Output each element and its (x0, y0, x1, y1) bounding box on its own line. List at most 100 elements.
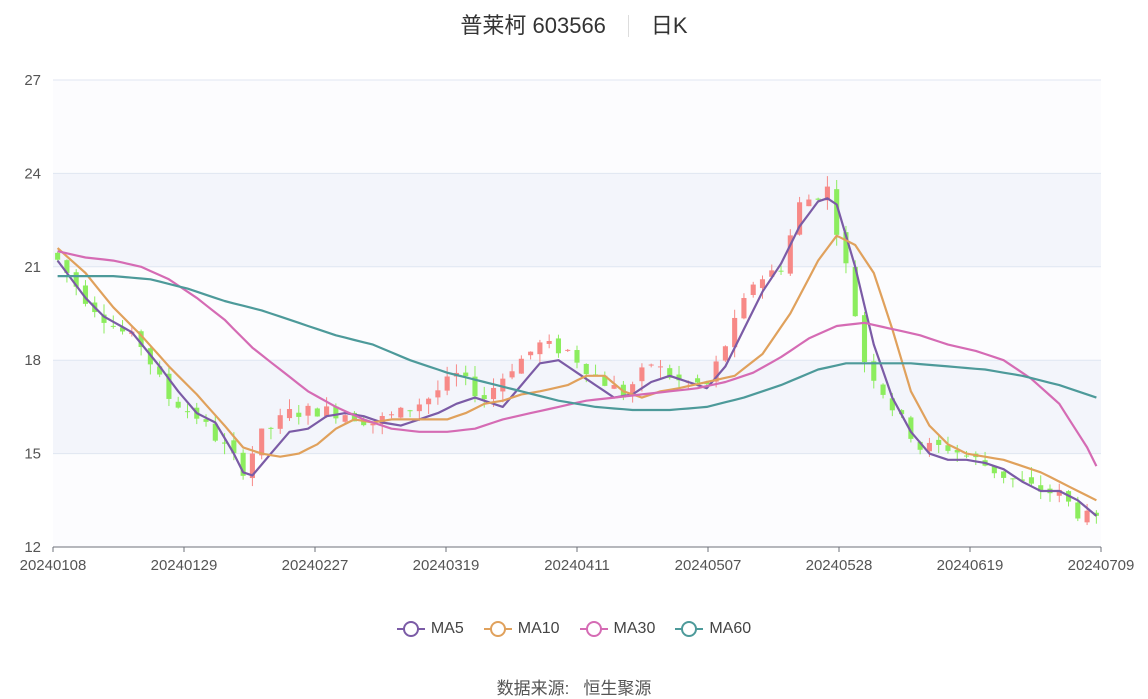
ma60-line (57, 275, 1097, 412)
candle-body (908, 417, 914, 439)
y-tick-label: 27 (24, 72, 41, 89)
legend-swatch (579, 621, 608, 637)
candle-body (509, 371, 515, 378)
candle-body (407, 410, 413, 412)
candle-body (963, 455, 970, 457)
candle-body (667, 368, 673, 378)
candle-body (64, 260, 70, 273)
candle-body (463, 372, 469, 377)
legend: MA5 MA10 MA30 MA60 (0, 620, 1148, 638)
legend-item-ma5[interactable]: MA5 (396, 620, 464, 638)
x-tick-label: 20240227 (282, 557, 349, 574)
candle-body (648, 364, 654, 366)
plot-band (53, 453, 1101, 547)
candle-body (138, 331, 144, 348)
candle-body (574, 350, 580, 363)
candle-body (695, 378, 701, 383)
legend-label: MA60 (709, 620, 752, 637)
candle-body (1075, 502, 1081, 519)
candle-body (490, 387, 497, 400)
legend-item-ma60[interactable]: MA60 (675, 620, 751, 638)
data-source: 数据来源: 恒生聚源 (0, 674, 1148, 699)
candle-body (815, 198, 821, 200)
stock-name: 普莱柯 603566 (460, 13, 606, 38)
x-tick-label: 20240528 (806, 557, 873, 574)
candle-body (787, 235, 793, 274)
candle-body (759, 279, 766, 289)
candle-body (101, 314, 107, 323)
candle-body (1056, 489, 1062, 496)
candle-body (175, 401, 181, 408)
candle-body (657, 366, 664, 368)
candle-body (806, 199, 812, 207)
plot-band (53, 266, 1101, 361)
x-tick-label: 20240411 (544, 557, 610, 574)
candle-body (852, 267, 858, 317)
candle-body (528, 351, 534, 356)
y-tick-label: 24 (24, 165, 41, 182)
candle-body (212, 423, 218, 441)
candle-body (954, 449, 960, 453)
candle-body (361, 420, 367, 426)
candle-body (500, 378, 506, 392)
candle-body (871, 361, 877, 381)
y-tick-label: 21 (24, 259, 41, 276)
candle-body (231, 440, 237, 454)
candle-body (370, 423, 376, 426)
candle-body (259, 428, 265, 456)
plot-band (53, 80, 1101, 174)
candle-body (1019, 479, 1025, 481)
candle-body (602, 375, 608, 386)
candle-body (722, 346, 728, 361)
candle-body (1084, 510, 1090, 523)
candle-body (157, 366, 163, 375)
x-tick-label: 20240619 (937, 557, 1004, 574)
candle-body (296, 412, 302, 417)
candlestick-chart: 12 15 18 21 24 27 20240108 20240129 20240227 2024… (20, 72, 1135, 574)
legend-label: MA30 (613, 620, 656, 637)
candle-body (936, 439, 942, 445)
candle-body (1001, 471, 1007, 478)
candle-body (732, 317, 738, 348)
candle-body (277, 415, 283, 429)
y-tick-label: 18 (24, 352, 41, 369)
x-tick-label: 20240319 (413, 557, 480, 574)
legend-swatch (483, 621, 512, 637)
candle-body (240, 452, 246, 476)
candle-body (203, 419, 209, 422)
legend-item-ma10[interactable]: MA10 (483, 620, 560, 638)
x-tick-label: 20240507 (675, 557, 742, 574)
candle-body (843, 232, 849, 264)
candle-body (565, 349, 571, 351)
legend-label: MA5 (430, 620, 464, 637)
candle-body (166, 373, 172, 399)
candle-body (880, 384, 886, 395)
ma5-line (56, 197, 1098, 517)
candle-body (797, 202, 803, 235)
candle-body (769, 270, 775, 277)
candle-body (537, 342, 543, 355)
candle-body (1038, 485, 1044, 492)
title-divider (627, 15, 629, 37)
source-value: 恒生聚源 (583, 679, 652, 698)
candle-body (268, 427, 274, 429)
x-tick-label: 20240709 (1068, 557, 1135, 574)
candle-body (1028, 477, 1034, 484)
candle-body (555, 338, 562, 354)
candle-body (899, 410, 905, 415)
candle-body (991, 466, 997, 474)
legend-swatch (675, 621, 704, 637)
candle-body (1093, 512, 1099, 516)
period-label: 日K (650, 13, 688, 38)
candle-body (704, 382, 710, 385)
candle-body (1010, 478, 1016, 480)
candle-body (926, 442, 932, 452)
candle-body (55, 252, 61, 260)
candle-body (750, 284, 756, 296)
candle-body (778, 270, 784, 272)
legend-item-ma30[interactable]: MA30 (579, 620, 656, 638)
candle-body (834, 189, 840, 235)
candle-body (305, 405, 311, 416)
candle-body (741, 298, 747, 319)
ma10-line (56, 234, 1097, 502)
